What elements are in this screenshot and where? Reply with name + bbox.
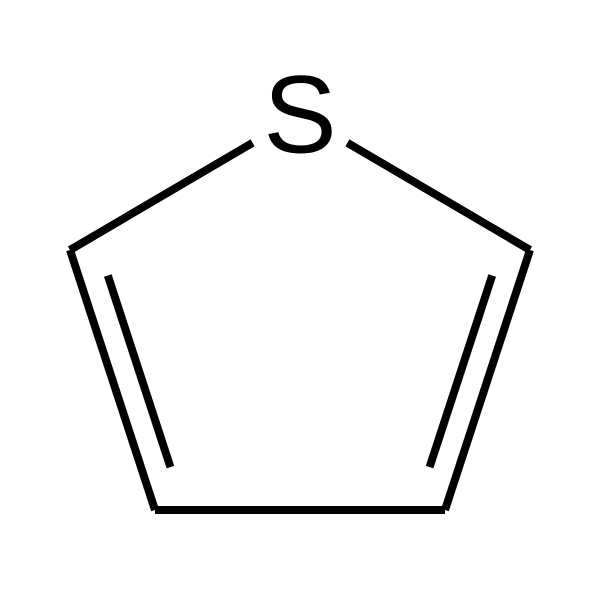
thiophene-structure: S	[0, 0, 600, 600]
bond-C5-S	[70, 143, 253, 250]
bond-S-C2	[347, 143, 530, 250]
bond-C4-C5-inner	[108, 276, 171, 468]
atom-label-s: S	[263, 54, 336, 177]
bond-C2-C3-inner	[430, 276, 493, 468]
